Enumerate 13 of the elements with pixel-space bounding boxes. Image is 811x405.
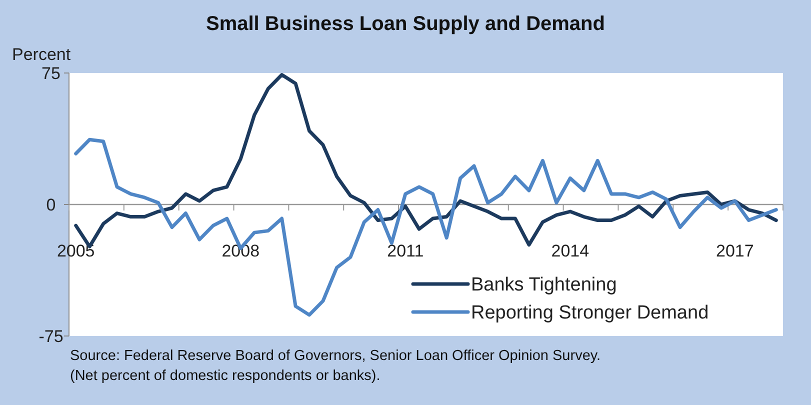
text: (Net percent of domestic respondents or banks). (70, 368, 380, 384)
chart-title: Small Business Loan Supply and Demand (206, 13, 605, 35)
y-tick-label: 75 (42, 64, 60, 83)
y-axis-title: Percent (12, 45, 71, 64)
y-tick-label: -75 (38, 326, 64, 346)
x-tick-label: 2017 (716, 242, 754, 260)
x-tick-label: 2011 (387, 242, 424, 260)
x-tick-label: 2005 (56, 242, 95, 260)
y-tick-label: 0 (46, 195, 56, 214)
legend-label: Banks Tightening (471, 274, 617, 296)
x-tick-label: 2014 (551, 242, 590, 260)
legend-label: Reporting Stronger Demand (471, 302, 709, 324)
source-note: Source: Federal Reserve Board of Governors, Senior Loan Officer Opinion Survey. (70, 348, 601, 364)
